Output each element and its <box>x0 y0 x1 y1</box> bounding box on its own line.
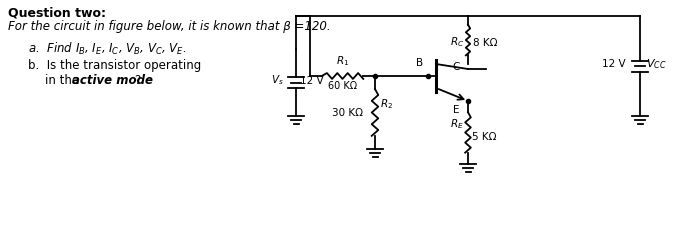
Text: 12 V: 12 V <box>300 75 324 85</box>
Text: $V_s$: $V_s$ <box>272 74 284 87</box>
Text: 8 KΩ: 8 KΩ <box>473 38 498 48</box>
Text: 60 KΩ: 60 KΩ <box>328 81 357 91</box>
Text: $V_{CC}$: $V_{CC}$ <box>646 57 667 71</box>
Text: a.  Find $I_B$, $I_E$, $I_C$, $V_B$, $V_C$, $V_E$.: a. Find $I_B$, $I_E$, $I_C$, $V_B$, $V_C… <box>28 41 186 57</box>
Text: $R_1$: $R_1$ <box>336 54 349 68</box>
Text: $R_C$: $R_C$ <box>450 36 464 49</box>
Text: $R_E$: $R_E$ <box>450 118 464 132</box>
Text: $R_2$: $R_2$ <box>380 98 393 112</box>
Text: 12 V: 12 V <box>602 59 626 69</box>
Text: Question two:: Question two: <box>8 6 106 19</box>
Text: active mode: active mode <box>72 74 153 87</box>
Text: For the circuit in figure below, it is known that β =120.: For the circuit in figure below, it is k… <box>8 20 331 33</box>
Text: 30 KΩ: 30 KΩ <box>332 108 363 118</box>
Text: 5 KΩ: 5 KΩ <box>472 132 496 142</box>
Text: b.  Is the transistor operating: b. Is the transistor operating <box>28 59 201 72</box>
Text: in the: in the <box>45 74 83 87</box>
Text: C: C <box>452 62 460 72</box>
Text: E: E <box>454 105 460 115</box>
Text: B: B <box>417 58 424 68</box>
Text: ?: ? <box>134 74 140 87</box>
